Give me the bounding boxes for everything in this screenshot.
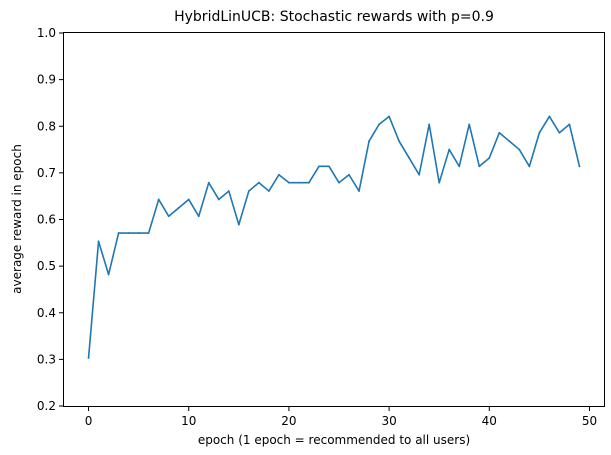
x-tick-label: 0 [85, 414, 93, 428]
data-point [448, 148, 451, 151]
data-point [568, 123, 571, 126]
data-point [97, 240, 100, 243]
y-tick-label: 0.8 [37, 119, 56, 133]
y-tick-label: 0.7 [37, 166, 56, 180]
y-tick-label: 1.0 [37, 26, 56, 40]
data-point [348, 173, 350, 176]
data-point [318, 165, 320, 168]
data-point [187, 198, 190, 201]
y-tick-label: 0.4 [37, 306, 56, 320]
data-point [428, 123, 431, 126]
data-point [298, 181, 300, 184]
data-point [358, 190, 360, 192]
data-point [207, 181, 210, 184]
plot-frame [63, 32, 605, 407]
data-point [548, 115, 551, 118]
data-point [578, 165, 581, 168]
data-point [217, 198, 220, 201]
data-point [288, 181, 290, 184]
y-axis-label: average reward in epoch [10, 144, 24, 294]
x-tick-label: 20 [281, 414, 296, 428]
data-point [308, 181, 310, 184]
data-point [438, 181, 441, 184]
data-point [408, 157, 411, 159]
data-point [137, 232, 140, 234]
data-point [107, 273, 110, 276]
y-axis: 0.2 0.3 0.4 0.5 0.6 0.7 0.8 0.9 1.0 [37, 26, 64, 413]
data-point [267, 190, 270, 192]
data-point [147, 232, 150, 234]
data-point [157, 198, 160, 201]
data-point [488, 157, 491, 159]
data-point [558, 131, 561, 134]
data-point [398, 140, 401, 143]
data-point [478, 165, 481, 168]
data-point [117, 232, 120, 234]
data-point [388, 115, 391, 118]
data-point [508, 140, 511, 143]
x-tick-label: 40 [482, 414, 497, 428]
data-point [328, 165, 330, 168]
series-group [87, 115, 581, 359]
data-point [227, 190, 230, 192]
data-point [458, 165, 461, 168]
data-point [498, 131, 501, 134]
data-point [87, 357, 90, 359]
y-tick-label: 0.6 [37, 213, 56, 227]
chart-title: HybridLinUCB: Stochastic rewards with p=… [174, 9, 494, 25]
data-point [237, 223, 240, 226]
data-point [338, 181, 340, 184]
data-point [257, 181, 260, 184]
series-line [87, 115, 581, 359]
y-tick-label: 0.3 [37, 352, 56, 366]
data-point [197, 215, 200, 218]
x-tick-label: 10 [181, 414, 196, 428]
y-tick-label: 0.5 [37, 259, 56, 273]
x-tick-label: 30 [381, 414, 396, 428]
data-point [247, 190, 250, 192]
data-point [368, 140, 370, 143]
y-tick-label: 0.9 [37, 73, 56, 87]
data-point [528, 165, 531, 168]
data-point [468, 123, 471, 126]
data-point [127, 232, 130, 234]
x-tick-label: 50 [582, 414, 597, 428]
data-point [277, 173, 280, 176]
data-point [378, 123, 380, 126]
data-point [167, 215, 170, 218]
x-axis: 0 10 20 30 40 50 [85, 406, 597, 428]
x-axis-label: epoch (1 epoch = recommended to all user… [198, 433, 470, 447]
data-point [418, 173, 421, 176]
data-point [518, 148, 521, 151]
data-point [538, 131, 541, 134]
data-point [177, 206, 180, 209]
y-tick-label: 0.2 [37, 399, 56, 413]
